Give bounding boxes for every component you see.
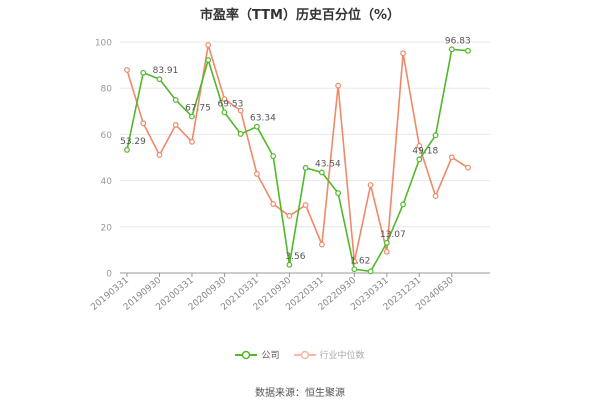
data-point[interactable] (416, 143, 423, 149)
chart-title: 市盈率（TTM）历史百分位（%） (200, 8, 400, 23)
data-point[interactable] (189, 113, 195, 120)
data-point[interactable] (205, 42, 212, 48)
data-source-note: 数据来源：恒生聚源 (255, 388, 345, 399)
data-point[interactable] (270, 153, 277, 160)
data-point[interactable] (270, 201, 277, 207)
legend-item-industry[interactable]: 行业中位数 (293, 348, 365, 361)
data-point[interactable] (465, 47, 471, 54)
data-point[interactable] (383, 239, 390, 246)
data-point[interactable] (351, 266, 358, 273)
industry-line (126, 44, 469, 263)
data-label: 3.56 (285, 252, 305, 262)
data-point[interactable] (335, 82, 342, 89)
legend-company-label: 公司 (261, 351, 280, 361)
data-point[interactable] (400, 50, 406, 57)
data-point[interactable] (432, 132, 439, 139)
data-point[interactable] (383, 248, 390, 255)
data-point[interactable] (254, 123, 260, 130)
data-point[interactable] (448, 154, 455, 161)
data-label: 67.75 (185, 103, 211, 113)
data-point[interactable] (400, 201, 406, 208)
data-point[interactable] (205, 57, 212, 63)
company-line (126, 48, 469, 273)
legend-industry-marker-icon (293, 350, 316, 359)
line-chart: 0204060801002019033120190930202003312020… (89, 36, 490, 313)
data-point[interactable] (448, 46, 455, 53)
data-label: 83.91 (153, 66, 179, 76)
data-point[interactable] (172, 122, 179, 128)
data-label: 96.83 (445, 36, 471, 46)
data-label: 53.29 (120, 137, 146, 147)
data-point[interactable] (140, 120, 147, 127)
y-tick-label: 40 (101, 177, 113, 187)
data-label: 69.53 (218, 99, 244, 109)
data-label: 43.54 (315, 159, 341, 169)
data-label: 63.34 (250, 114, 276, 124)
data-point[interactable] (416, 156, 423, 163)
data-point[interactable] (465, 164, 471, 171)
y-tick-label: 100 (95, 39, 112, 49)
data-point[interactable] (302, 202, 309, 208)
data-point[interactable] (189, 138, 195, 145)
data-point[interactable] (156, 76, 163, 83)
data-label: 13.07 (380, 230, 406, 240)
data-point[interactable] (367, 182, 374, 188)
data-point[interactable] (432, 193, 439, 199)
data-point[interactable] (335, 190, 342, 196)
data-point[interactable] (237, 131, 244, 137)
data-point[interactable] (302, 164, 309, 171)
data-point[interactable] (124, 147, 130, 153)
legend-item-company[interactable]: 公司 (235, 348, 280, 361)
y-tick-label: 0 (106, 270, 112, 280)
legend-company-marker-icon (235, 350, 258, 359)
data-point[interactable] (237, 107, 244, 114)
data-point[interactable] (221, 96, 228, 102)
data-point[interactable] (318, 241, 325, 248)
data-point[interactable] (140, 69, 147, 76)
data-point[interactable] (286, 213, 293, 219)
data-label: 1.62 (350, 256, 370, 266)
data-point[interactable] (367, 268, 374, 275)
chart-legend: 公司 行业中位数 (0, 348, 600, 361)
data-point[interactable] (172, 97, 179, 103)
data-point[interactable] (254, 171, 260, 177)
data-point[interactable] (156, 152, 163, 158)
data-point[interactable] (221, 109, 228, 116)
y-tick-label: 80 (101, 85, 113, 95)
data-point[interactable] (124, 67, 130, 73)
y-tick-label: 20 (101, 223, 113, 233)
y-tick-label: 60 (101, 131, 113, 141)
data-point[interactable] (318, 169, 325, 176)
legend-industry-label: 行业中位数 (319, 351, 365, 361)
data-point[interactable] (286, 261, 293, 268)
data-label: 49.18 (412, 146, 438, 156)
